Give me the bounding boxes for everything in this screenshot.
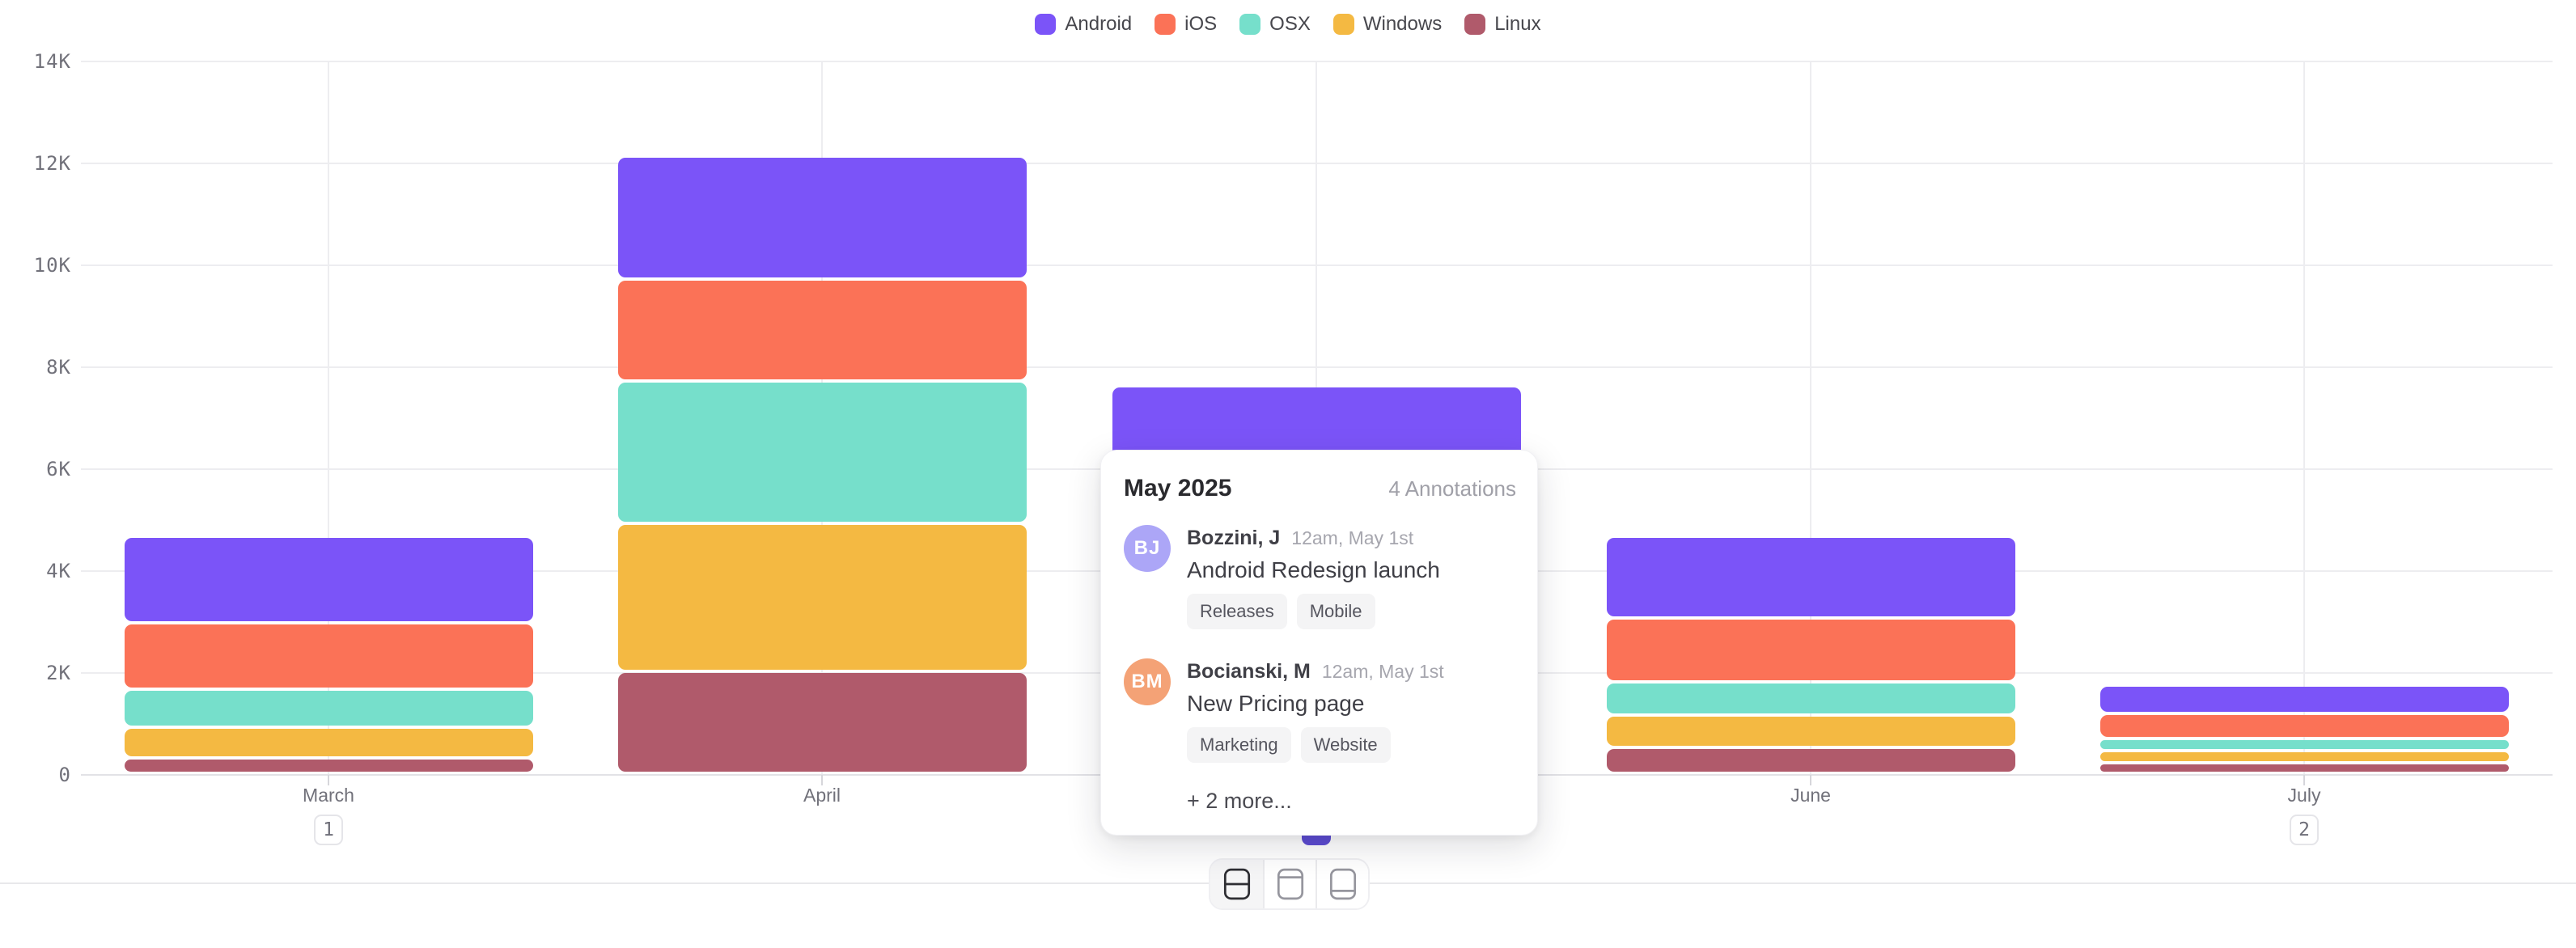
bar-segment-windows-march[interactable] (124, 729, 533, 757)
y-axis-tick-label: 2K (46, 661, 71, 684)
bar-segment-windows-june[interactable] (1606, 716, 2015, 747)
bar-segment-ios-march[interactable] (124, 624, 533, 688)
annotations-tooltip: May 2025 4 Annotations BJ Bozzini, J 12a… (1100, 450, 1538, 836)
view-split-rows-button[interactable] (1210, 860, 1263, 908)
legend-swatch-icon (1035, 14, 1057, 35)
legend: Android iOS OSX Windows Linux (0, 13, 2576, 36)
avatar: BJ (1124, 525, 1171, 572)
x-axis-label-march: March (303, 785, 354, 806)
view-header-top-button[interactable] (1263, 860, 1316, 908)
bar-segment-osx-april[interactable] (617, 382, 1027, 523)
legend-swatch-icon (1464, 14, 1486, 35)
tooltip-title: May 2025 (1124, 475, 1232, 502)
legend-item-android[interactable]: Android (1035, 13, 1132, 36)
annotation-item: BM Bocianski, M 12am, May 1st New Pricin… (1124, 658, 1516, 763)
legend-label: Linux (1494, 13, 1541, 35)
annotation-tag: Website (1300, 727, 1391, 763)
y-axis-tick-label: 0 (58, 764, 71, 786)
legend-item-linux[interactable]: Linux (1464, 13, 1541, 36)
bar-segment-osx-march[interactable] (124, 690, 533, 726)
annotation-time: 12am, May 1st (1321, 661, 1444, 682)
bar-segment-windows-july[interactable] (2099, 751, 2509, 762)
bar-segment-linux-april[interactable] (617, 672, 1027, 772)
legend-item-ios[interactable]: iOS (1155, 13, 1217, 36)
bar-segment-linux-march[interactable] (124, 760, 533, 772)
x-gridline (1810, 61, 1811, 775)
bar-segment-osx-june[interactable] (1606, 683, 2015, 713)
y-axis-tick-label: 10K (33, 253, 71, 277)
legend-swatch-icon (1332, 14, 1354, 35)
legend-label: Android (1065, 13, 1133, 35)
view-switcher (1209, 858, 1370, 910)
bar-segment-linux-june[interactable] (1606, 749, 2015, 772)
x-axis-label-april: April (803, 785, 841, 806)
y-axis-tick-label: 6K (46, 457, 71, 480)
legend-swatch-icon (1239, 14, 1261, 35)
x-axis-tick (1810, 775, 1811, 785)
annotation-text: New Pricing page (1187, 691, 1365, 716)
bar-segment-ios-july[interactable] (2099, 714, 2509, 738)
tooltip-annotation-count: 4 Annotations (1388, 476, 1516, 501)
bar-segment-android-april[interactable] (617, 158, 1027, 277)
x-axis-tick (2303, 775, 2305, 785)
view-footer-bottom-button[interactable] (1316, 860, 1368, 908)
bar-segment-osx-july[interactable] (2099, 740, 2509, 749)
y-axis-tick-label: 14K (33, 49, 71, 73)
y-axis-tick-label: 12K (33, 151, 71, 175)
bar-segment-windows-april[interactable] (617, 525, 1027, 670)
avatar: BM (1124, 658, 1171, 705)
bar-segment-linux-july[interactable] (2099, 764, 2509, 772)
x-axis-tick (328, 775, 329, 785)
bar-segment-ios-june[interactable] (1606, 619, 2015, 680)
legend-label: Windows (1362, 13, 1443, 35)
bar-segment-android-june[interactable] (1606, 537, 2015, 616)
bar-segment-ios-april[interactable] (617, 280, 1027, 379)
annotation-count-badge-july[interactable]: 2 (2290, 815, 2319, 845)
legend-swatch-icon (1155, 14, 1176, 35)
legend-item-windows[interactable]: Windows (1332, 13, 1443, 36)
x-axis-tick (821, 775, 823, 785)
x-axis-label-june: June (1790, 785, 1831, 806)
x-axis-label-july: July (2287, 785, 2321, 806)
annotation-tag: Releases (1187, 594, 1287, 629)
show-more-annotations-link[interactable]: + 2 more... (1187, 789, 1292, 813)
tooltip-header: May 2025 4 Annotations (1124, 475, 1516, 502)
footer-bottom-icon (1329, 868, 1356, 900)
annotation-text: Android Redesign launch (1187, 557, 1440, 582)
annotation-tag: Marketing (1187, 727, 1291, 763)
annotation-item: BJ Bozzini, J 12am, May 1st Android Rede… (1124, 525, 1516, 629)
x-gridline (2303, 61, 2305, 775)
bar-segment-android-march[interactable] (124, 537, 533, 622)
legend-label: OSX (1269, 13, 1311, 35)
annotation-tag: Mobile (1296, 594, 1375, 629)
bar-segment-android-july[interactable] (2099, 687, 2509, 712)
annotation-author: Bozzini, J (1187, 527, 1281, 549)
y-axis-tick-label: 4K (46, 559, 71, 582)
x-gridline (328, 61, 329, 775)
header-top-icon (1277, 868, 1303, 900)
y-axis-tick-label: 8K (46, 355, 71, 379)
legend-label: iOS (1184, 13, 1218, 35)
annotation-time: 12am, May 1st (1291, 527, 1414, 548)
split-rows-icon (1223, 868, 1250, 900)
annotation-author: Bocianski, M (1187, 660, 1311, 683)
annotation-count-badge-march[interactable]: 1 (314, 815, 343, 845)
legend-item-osx[interactable]: OSX (1239, 13, 1311, 36)
